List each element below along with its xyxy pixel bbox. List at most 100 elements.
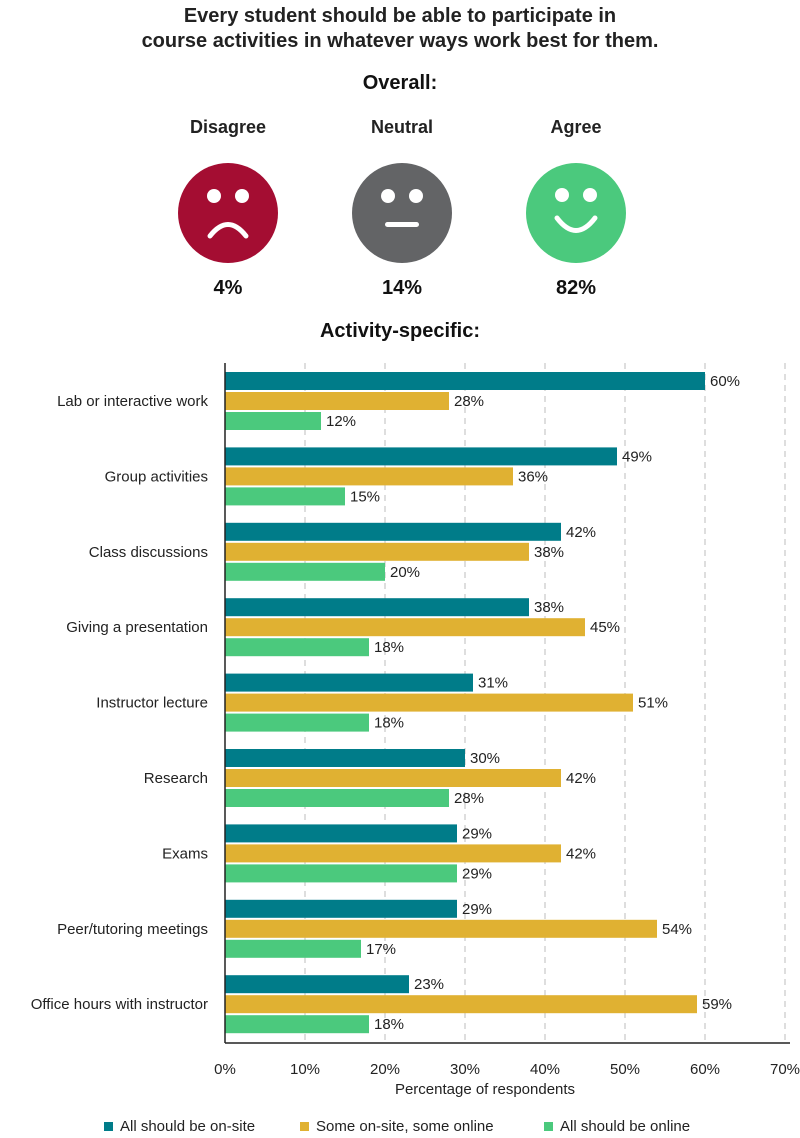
legend-swatch-onsite [104,1122,113,1131]
x-tick-label: 70% [770,1061,800,1078]
bar [225,372,705,390]
sad-face-circle [178,163,278,263]
value-label: 18% [374,639,404,656]
value-label: 42% [566,845,596,862]
value-label: 30% [470,750,500,767]
title-line-1: Every student should be able to particip… [183,5,617,27]
overall-disagree: Disagree 4% [153,115,303,300]
neutral-label: Neutral [370,117,433,137]
value-label: 28% [454,790,484,807]
x-tick-label: 40% [530,1061,560,1078]
bar [225,899,457,918]
value-label: 29% [462,825,492,842]
category-label: Group activities [105,468,208,485]
value-label: 12% [326,413,356,430]
category-label: Instructor lecture [96,695,208,712]
value-label: 23% [414,976,444,993]
agree-label: Agree [550,117,602,137]
bar [225,392,449,410]
value-label: 59% [702,996,732,1013]
sad-face-icon [178,163,278,263]
disagree-label: Disagree [189,117,267,137]
happy-face-icon [526,163,626,263]
category-label: Office hours with instructor [31,996,208,1013]
activity-heading: Activity-specific: [319,320,481,342]
bar [225,487,345,506]
bar [225,693,633,712]
value-label: 31% [478,675,508,692]
title-line-2: course activities in whatever ways work … [141,30,659,52]
chart-legend: All should be on-site Some on-site, some… [0,1118,800,1138]
category-label: Giving a presentation [66,619,208,636]
value-label: 42% [566,770,596,787]
value-label: 20% [390,564,420,581]
neutral-percent: 14% [381,277,423,299]
category-label: Peer/tutoring meetings [57,921,208,938]
value-label: 17% [366,941,396,958]
bar [225,975,409,994]
value-label: 38% [534,599,564,616]
x-tick-label: 10% [290,1061,320,1078]
bar [225,769,561,787]
value-label: 38% [534,544,564,561]
value-label: 54% [662,921,692,938]
legend-item-hybrid: Some on-site, some online [300,1118,494,1135]
bar [225,638,369,657]
bar [225,598,529,617]
value-label: 36% [518,468,548,485]
neutral-face-circle [352,163,452,263]
disagree-percent: 4% [213,277,243,299]
legend-swatch-hybrid [300,1122,309,1131]
x-tick-label: 0% [214,1061,236,1078]
category-label: Research [144,770,208,787]
bar [225,713,369,732]
bar [225,467,513,486]
bar [225,673,473,692]
x-axis-title: Percentage of respondents [395,1081,575,1098]
x-tick-label: 50% [610,1061,640,1078]
bar [225,789,449,807]
value-label: 18% [374,1016,404,1033]
bar [225,522,561,541]
bar [225,824,457,843]
value-label: 51% [638,695,668,712]
happy-face-circle [526,163,626,263]
legend-label-onsite: All should be on-site [120,1118,256,1135]
legend-item-onsite: All should be on-site [104,1118,255,1135]
overall-heading: Overall: [362,72,438,94]
overall-neutral: Neutral 14% [327,115,477,300]
value-label: 49% [622,448,652,465]
value-label: 60% [710,373,740,390]
category-label: Lab or interactive work [57,393,208,410]
value-label: 42% [566,524,596,541]
legend-swatch-online [544,1122,553,1131]
x-tick-label: 20% [370,1061,400,1078]
bar [225,844,561,863]
value-label: 45% [590,619,620,636]
bar [225,939,361,958]
bar [225,562,385,581]
bar [225,995,697,1014]
category-label: Class discussions [89,544,208,561]
bar [225,447,617,466]
activity-bar-chart: Lab or interactive work 60% 28% 12% Group ac… [31,363,800,1098]
bar [225,749,465,767]
overall-agree: Agree 82% [501,115,651,300]
bar [225,1015,369,1034]
legend-label-hybrid: Some on-site, some online [316,1118,494,1135]
agree-percent: 82% [555,277,597,299]
bar [225,412,321,430]
value-label: 29% [462,901,492,918]
bar [225,919,657,938]
value-label: 15% [350,488,380,505]
value-label: 28% [454,393,484,410]
chart-title: Every student should be able to particip… [0,4,800,54]
bar [225,618,585,637]
x-tick-label: 60% [690,1061,720,1078]
legend-item-online: All should be online [544,1118,690,1135]
x-tick-label: 30% [450,1061,480,1078]
neutral-face-icon [352,163,452,263]
legend-label-online: All should be online [560,1118,691,1135]
category-label: Exams [162,845,208,862]
bar [225,542,529,561]
